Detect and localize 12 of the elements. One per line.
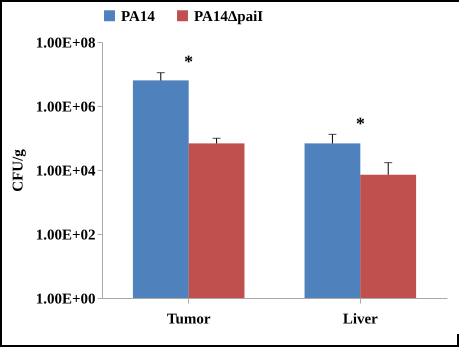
annotation: * — [356, 113, 365, 134]
y-tick-label: 1.00E+02 — [36, 228, 96, 244]
legend-label: PA14ΔpaiI — [194, 8, 264, 25]
x-tick-label: Liver — [342, 312, 378, 328]
y-tick-label: 1.00E+08 — [36, 36, 96, 52]
y-tick-label: 1.00E+06 — [36, 100, 96, 116]
y-tick-label: 1.00E+00 — [36, 292, 96, 308]
annotation: * — [184, 52, 194, 72]
legend-label: PA14 — [121, 8, 156, 25]
y-axis-title: CFU/g — [10, 148, 27, 192]
x-tick-label: Tumor — [166, 312, 211, 328]
y-tick-label: 1.00E+04 — [36, 164, 96, 180]
